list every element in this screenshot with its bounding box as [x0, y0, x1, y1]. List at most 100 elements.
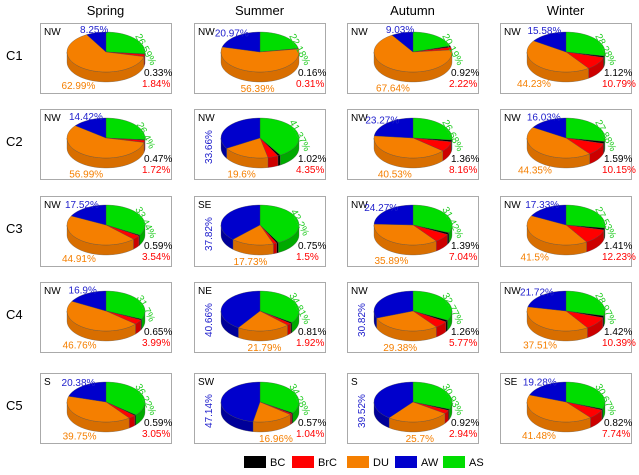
- pie-slice-brc: [105, 310, 142, 325]
- row-label-c1: C1: [6, 48, 23, 63]
- pie-panel-c5-autumn: S 30.93%0.92%2.94%25.7%39.52%: [347, 373, 479, 445]
- pie-slice-as: [105, 204, 146, 236]
- pie-side-bc: [276, 242, 279, 254]
- pie-slice-aw: [220, 290, 261, 328]
- legend-label-du: DU: [373, 457, 389, 469]
- pie-slice-as: [259, 204, 300, 243]
- pie-slice-aw: [222, 31, 261, 53]
- legend-label-as: AS: [469, 457, 484, 469]
- pie-label-aw: 39.52%: [357, 394, 368, 428]
- pie-label-brc: 10.39%: [602, 338, 636, 349]
- pie-side-bc: [290, 322, 292, 334]
- wind-direction-label: SE: [504, 377, 518, 388]
- wind-direction-label: SE: [198, 200, 212, 211]
- wind-direction-label: SW: [198, 377, 215, 388]
- pie-slice-aw: [220, 381, 261, 422]
- pie-slice-du: [388, 401, 446, 423]
- pie-label-aw: 20.38%: [62, 378, 96, 389]
- pie-panel-c1-spring: NW 26.59%0.33%1.84%62.99%8.25%: [40, 23, 172, 94]
- pie-slice-du: [66, 34, 145, 73]
- column-header-spring: Spring: [87, 3, 125, 18]
- pie-label-du: 44.35%: [518, 165, 552, 176]
- pie-label-brc: 5.77%: [449, 338, 477, 349]
- pie-slice-as: [412, 204, 453, 234]
- pie-label-du: 29.38%: [383, 343, 417, 354]
- pie-label-du: 25.7%: [406, 434, 434, 445]
- pie-label-brc: 1.04%: [296, 429, 324, 440]
- pie-label-brc: 10.79%: [602, 79, 636, 90]
- pie-slice-du: [376, 310, 437, 332]
- pie-slice-brc: [565, 51, 604, 69]
- wind-direction-label: NW: [44, 113, 61, 124]
- pie-side-bc: [277, 154, 281, 166]
- pie-slice-as: [105, 290, 146, 320]
- pie-label-brc: 3.99%: [142, 338, 170, 349]
- pie-slice-as: [105, 381, 146, 416]
- pie-label-brc: 3.54%: [142, 252, 170, 263]
- pie-panel-c4-autumn: NW 32.77%1.26%5.77%29.38%30.82%: [347, 282, 479, 354]
- pie-slice-du: [252, 401, 291, 423]
- pie-label-du: 41.48%: [522, 431, 556, 442]
- pie-label-aw: 19.28%: [523, 378, 557, 389]
- pie-slice-aw: [532, 117, 567, 139]
- pie-slice-du: [66, 215, 134, 246]
- pie-slice-brc: [565, 310, 604, 328]
- pie-slice-aw: [533, 31, 567, 53]
- pie-label-bc: 1.39%: [451, 241, 479, 252]
- pie-label-brc: 2.22%: [449, 79, 477, 90]
- pie-label-aw: 9.03%: [386, 25, 414, 36]
- pie-label-bc: 0.75%: [298, 241, 326, 252]
- legend-label-bc: BC: [270, 457, 285, 469]
- pie-label-bc: 1.41%: [604, 241, 632, 252]
- pie-label-aw: 40.66%: [204, 303, 215, 337]
- wind-direction-label: NW: [44, 200, 61, 211]
- pie-label-du: 35.89%: [374, 256, 408, 267]
- wind-direction-label: NW: [351, 27, 368, 38]
- pie-slice-du: [226, 137, 269, 159]
- pie-slice-brc: [565, 224, 605, 243]
- pie-label-bc: 1.36%: [451, 154, 479, 165]
- wind-direction-label: NW: [198, 27, 215, 38]
- pie-label-bc: 0.82%: [604, 418, 632, 429]
- pie-slice-as: [412, 381, 453, 410]
- pie-label-bc: 1.12%: [604, 68, 632, 79]
- row-label-c4: C4: [6, 307, 23, 322]
- pie-slice-du: [238, 310, 288, 332]
- pie-slice-aw: [220, 117, 261, 149]
- pie-slice-aw: [220, 204, 261, 240]
- pie-slice-as: [412, 290, 453, 321]
- pie-slice-as: [565, 117, 606, 142]
- pie-label-aw: 24.27%: [364, 203, 398, 214]
- pie-label-brc: 1.72%: [142, 165, 170, 176]
- legend-swatch-aw: [395, 456, 417, 468]
- legend: BC BrC DU AW AS: [244, 456, 484, 469]
- pie-slice-du: [373, 223, 437, 246]
- pie-label-bc: 0.92%: [451, 418, 479, 429]
- pie-label-brc: 3.05%: [142, 429, 170, 440]
- pie-label-aw: 23.27%: [365, 115, 399, 126]
- pie-panel-c1-winter: NW 28.28%1.12%10.79%44.23%15.58%: [500, 23, 636, 94]
- wind-direction-label: NW: [351, 286, 368, 297]
- pie-slice-du: [220, 46, 300, 73]
- pie-panel-c4-winter: NW 28.97%1.42%10.39%37.51%21.72%: [500, 282, 636, 353]
- pie-slice-as: [565, 381, 606, 410]
- pie-slice-brc: [412, 224, 448, 242]
- column-header-winter: Winter: [547, 3, 585, 18]
- pie-label-du: 41.5%: [521, 252, 549, 263]
- pie-slice-aw: [373, 290, 414, 319]
- pie-slice-aw: [86, 31, 107, 53]
- pie-slice-as: [259, 290, 300, 323]
- pie-label-du: 19.6%: [227, 170, 255, 181]
- pie-slice-du: [66, 301, 136, 332]
- legend-label-brc: BrC: [318, 457, 337, 469]
- wind-direction-label: S: [44, 377, 51, 388]
- legend-swatch-brc: [292, 456, 314, 468]
- wind-direction-label: NW: [504, 113, 521, 124]
- pie-slice-du: [66, 125, 145, 159]
- pie-label-du: 46.76%: [63, 340, 97, 351]
- pie-panel-c2-winter: NW 27.88%1.59%10.15%44.35%16.03%: [500, 109, 636, 180]
